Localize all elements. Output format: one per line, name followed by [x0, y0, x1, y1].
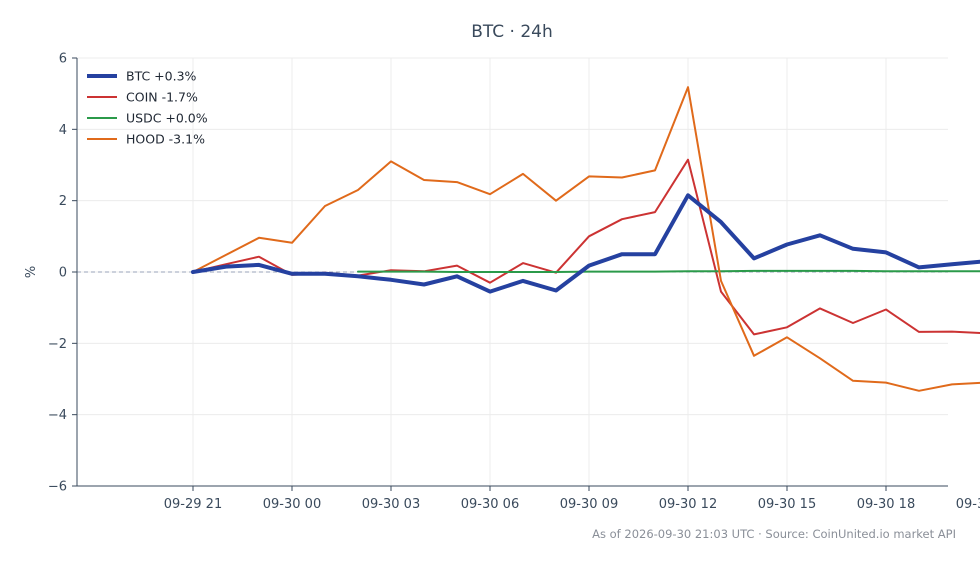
chart-title: BTC · 24h — [471, 22, 553, 42]
x-tick-label: 09-30 03 — [362, 497, 420, 512]
series-line-usdc — [357, 269, 980, 273]
y-tick-label: 6 — [59, 52, 67, 67]
legend-label-btc: BTC +0.3% — [126, 69, 197, 84]
y-tick-label: −6 — [48, 480, 67, 495]
y-tick-label: 4 — [59, 123, 67, 138]
series-line-coin — [192, 158, 980, 336]
x-tick-label: 09-30 00 — [263, 497, 321, 512]
x-tick-label: 09-30 18 — [857, 497, 915, 512]
y-axis-label: % — [24, 266, 39, 278]
y-tick-label: −2 — [48, 337, 67, 352]
y-tick-label: −4 — [48, 408, 67, 423]
legend-label-coin: COIN -1.7% — [126, 90, 198, 105]
x-tick-label: 09-30 06 — [461, 497, 519, 512]
y-tick-label: 0 — [59, 266, 67, 281]
series-line-btc — [191, 193, 980, 294]
x-tick-label: 09-30 09 — [560, 497, 618, 512]
legend-label-usdc: USDC +0.0% — [126, 111, 208, 126]
legend: BTC +0.3% COIN -1.7% USDC +0.0% HOOD -3.1% — [87, 69, 208, 147]
legend-label-hood: HOOD -3.1% — [126, 132, 205, 147]
x-tick-label: 09-30 21 — [956, 497, 980, 512]
y-tick-label: 2 — [59, 194, 67, 209]
x-tick-label: 09-30 15 — [758, 497, 816, 512]
series-lines — [191, 86, 980, 392]
axes: 6 4 2 0 −2 −4 −6 09-29 21 09-30 00 09-30 03 09-30 … — [48, 52, 980, 513]
series-line-hood — [192, 86, 980, 392]
footer-source-note: As of 2026-09-30 21:03 UTC · Source: Coi… — [592, 527, 956, 541]
x-tick-label: 09-29 21 — [164, 497, 222, 512]
x-tick-label: 09-30 12 — [659, 497, 717, 512]
